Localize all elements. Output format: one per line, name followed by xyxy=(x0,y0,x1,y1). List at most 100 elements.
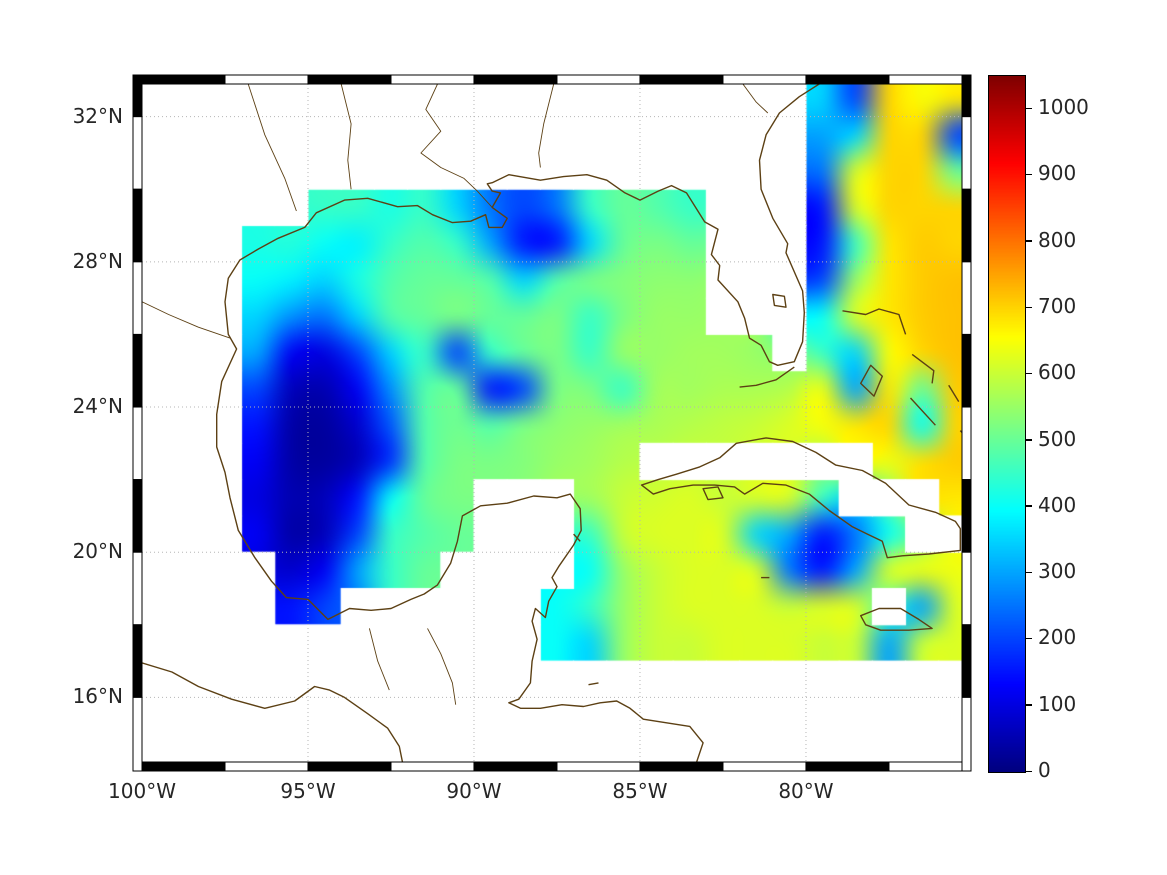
colorbar-tick-label: 400 xyxy=(1038,492,1077,517)
colorbar-tick-label: 300 xyxy=(1038,559,1077,584)
lon-tick-label: 95°W xyxy=(280,779,336,803)
frame-segment xyxy=(888,761,972,772)
frame-segment xyxy=(961,74,972,118)
frame-segment xyxy=(132,761,226,772)
coastline-path xyxy=(860,364,883,397)
frame-segment xyxy=(307,761,392,772)
frame-segment xyxy=(132,74,143,118)
coastline-path xyxy=(772,293,787,308)
frame-segment xyxy=(961,333,972,408)
frame-segment xyxy=(224,74,309,85)
colorbar-tick xyxy=(1026,770,1032,772)
frame-segment xyxy=(473,761,558,772)
coastline-path xyxy=(640,437,961,559)
colorbar-tick xyxy=(1026,240,1032,242)
colorbar-tick xyxy=(1026,372,1032,375)
lat-tick-label: 32°N xyxy=(72,103,123,128)
heatmap-canvas xyxy=(142,84,962,762)
coastline-path xyxy=(216,84,820,762)
frame-segment xyxy=(132,116,143,190)
frame-segment xyxy=(961,261,972,335)
colorbar-tick-label: 200 xyxy=(1038,625,1077,650)
frame-segment xyxy=(132,624,143,698)
colorbar-tick-label: 900 xyxy=(1038,161,1077,186)
frame-segment xyxy=(961,406,972,481)
river-path xyxy=(742,84,769,114)
coastline-path xyxy=(702,486,724,501)
frame-segment xyxy=(722,74,807,85)
frame-segment xyxy=(556,74,641,85)
colorbar-tick-label: 700 xyxy=(1038,294,1077,318)
frame-segment xyxy=(390,74,475,85)
coastline-path xyxy=(911,353,935,384)
frame-segment xyxy=(961,551,972,626)
coastline-path xyxy=(142,662,404,762)
frame-segment xyxy=(132,551,143,626)
lon-tick-label: 85°W xyxy=(612,779,668,803)
coastlines-group xyxy=(142,84,962,762)
frame-segment xyxy=(805,74,890,85)
frame-segment xyxy=(132,74,226,85)
frame-outer-border xyxy=(132,74,972,772)
river-path xyxy=(340,84,352,190)
colorbar-tick-label: 0 xyxy=(1038,758,1051,782)
coastline-path xyxy=(588,682,599,686)
frame-inner-border xyxy=(141,83,963,763)
colorbar-tick-label: 800 xyxy=(1038,227,1077,252)
coastline-path xyxy=(573,533,581,542)
lon-tick-label: 100°W xyxy=(108,779,176,803)
river-path xyxy=(142,301,231,339)
colorbar-tick xyxy=(1026,439,1032,441)
coastline-path xyxy=(909,397,936,426)
frame-segment xyxy=(132,333,143,408)
river-path xyxy=(420,84,493,208)
lat-tick-label: 16°N xyxy=(72,684,123,709)
colorbar-tick xyxy=(1026,173,1032,176)
colorbar-tick-label: 1000 xyxy=(1038,95,1089,120)
colorbar-canvas xyxy=(988,75,1026,773)
lon-tick-label: 80°W xyxy=(778,779,834,803)
colorbar-tick xyxy=(1026,637,1032,640)
coastline-path xyxy=(860,607,933,631)
frame-segment xyxy=(307,74,392,85)
colorbar-tick xyxy=(1026,306,1032,308)
coastline-path xyxy=(948,384,960,402)
colorbar-tick-label: 600 xyxy=(1038,360,1077,385)
river-path xyxy=(247,84,297,212)
frame-segment xyxy=(961,696,972,772)
colorbar-tick xyxy=(1026,107,1032,110)
colorbar-tick xyxy=(1026,505,1032,507)
colorbar-tick-label: 100 xyxy=(1038,691,1077,716)
colorbar-tick-label: 500 xyxy=(1038,426,1077,451)
lat-tick-label: 28°N xyxy=(72,248,123,273)
frame-segment xyxy=(639,761,724,772)
frame-segment xyxy=(805,761,890,772)
colorbar-tick xyxy=(1026,571,1032,574)
frame-segment xyxy=(961,624,972,698)
frame-segment xyxy=(961,188,972,263)
frame-segment xyxy=(224,761,309,772)
river-path xyxy=(427,628,457,705)
coastline-path xyxy=(739,366,795,388)
frame-segment xyxy=(722,761,807,772)
frame-segment xyxy=(132,406,143,481)
river-path xyxy=(538,84,555,168)
colorbar-tick xyxy=(1026,704,1032,706)
frame-segment xyxy=(390,761,475,772)
frame-segment xyxy=(473,74,558,85)
coastline-path xyxy=(842,308,907,335)
frame-segment xyxy=(132,479,143,553)
frame-segment xyxy=(556,761,641,772)
lon-tick-label: 90°W xyxy=(446,779,502,803)
frame-segment xyxy=(888,74,972,85)
frame-segment xyxy=(132,261,143,335)
lat-tick-label: 24°N xyxy=(72,394,123,419)
frame-segment xyxy=(132,188,143,263)
frame-segment xyxy=(132,696,143,772)
lat-tick-label: 20°N xyxy=(72,539,123,564)
river-path xyxy=(368,628,390,691)
frame-segment xyxy=(961,116,972,190)
frame-segment xyxy=(961,479,972,553)
